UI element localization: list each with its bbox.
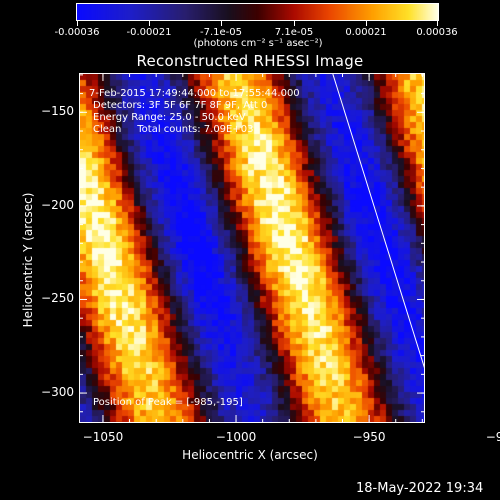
x-tick-label: −950 [352, 430, 386, 444]
colorbar-tick [77, 21, 78, 26]
heatmap-plot-area: 7-Feb-2015 17:49:44.000 to 17:55:44.000 … [79, 73, 425, 423]
chart-title: Reconstructed RHESSI Image [136, 52, 364, 70]
colorbar-tick [221, 21, 222, 26]
colorbar-tick-label: 0.00021 [345, 27, 387, 38]
colorbar-frame [76, 3, 439, 21]
solar-limb-line [332, 74, 424, 369]
colorbar-tick [294, 21, 295, 26]
colorbar-tick-label: -0.00021 [126, 27, 172, 38]
annotation-time-range: 7-Feb-2015 17:49:44.000 to 17:55:44.000 [89, 88, 300, 99]
annotation-detectors: Detectors: 3F 5F 6F 7F 8F 9F, Att 0 [93, 100, 268, 111]
colorbar-tick-label: -0.00036 [54, 27, 100, 38]
footer-timestamp: 18-May-2022 19:34 [356, 481, 484, 496]
colorbar-tick [437, 21, 438, 26]
y-tick-label: −150 [41, 104, 74, 119]
colorbar-tick [366, 21, 367, 26]
annotation-peak-position: Position of Peak = [-985,-195] [93, 397, 243, 408]
x-tick-label: −1000 [215, 430, 257, 444]
annotation-energy-range: Energy Range: 25.0 - 50.0 keV [93, 112, 246, 123]
y-tick-label: −200 [41, 197, 74, 212]
colorbar-gradient [77, 4, 438, 20]
colorbar-tick-label: 7.1e-05 [274, 27, 314, 38]
limb-line [332, 74, 424, 369]
colorbar-units-label: (photons cm⁻² s⁻¹ asec⁻²) [193, 38, 323, 49]
heatmap-image [80, 74, 424, 422]
y-tick-label: −300 [41, 385, 74, 400]
x-tick-label: −1050 [82, 430, 124, 444]
colorbar-tick [149, 21, 150, 26]
colorbar-tick-label: -7.1e-05 [200, 27, 242, 38]
x-tick-label: −900 [485, 430, 500, 444]
x-axis-title: Heliocentric X (arcsec) [182, 448, 318, 462]
y-axis-title: Heliocentric Y (arcsec) [21, 192, 35, 328]
colorbar-tick-label: 0.00036 [416, 27, 458, 38]
annotation-clean-counts: Clean Total counts: 7.09E+03 [93, 124, 254, 135]
y-tick-label: −250 [41, 291, 74, 306]
